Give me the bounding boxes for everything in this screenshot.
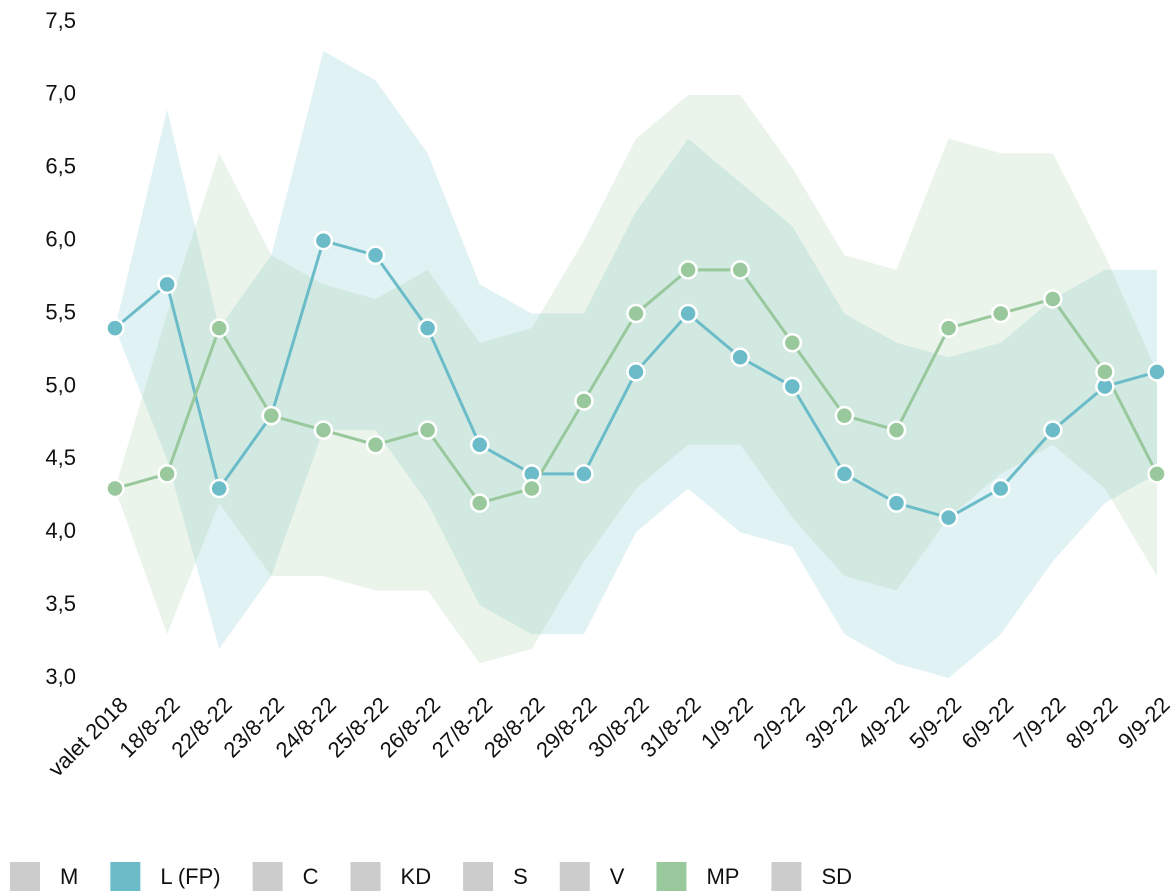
x-tick-label: 7/9-22 [1009,692,1071,754]
data-point [990,478,1011,499]
data-point [730,347,750,368]
data-point [157,464,177,484]
legend-label[interactable]: MP [706,864,739,889]
data-point [782,332,803,353]
data-point [209,478,229,499]
y-tick-label: 4,5 [45,445,76,470]
data-point [990,303,1011,324]
data-point [365,245,386,265]
data-point [1147,362,1167,382]
data-point [522,478,542,499]
legend-label[interactable]: C [303,864,319,889]
data-point [313,230,334,251]
data-point [938,318,959,338]
x-tick-label: valet 2018 [43,692,132,781]
legend-swatch[interactable] [252,862,283,891]
legend-swatch[interactable] [463,862,494,891]
y-tick-label: 4,0 [45,518,76,543]
y-tick-label: 6,5 [45,154,76,179]
y-tick-label: 6,0 [45,226,76,251]
data-point [105,478,125,499]
data-point [834,464,855,484]
x-tick-label: 1/9-22 [696,692,758,754]
data-point [678,260,698,280]
legend-label[interactable]: SD [821,864,852,889]
data-point [626,303,646,324]
data-point [834,405,855,426]
data-point [574,464,594,484]
data-point [938,507,959,528]
legend-swatch[interactable] [110,862,141,891]
data-point [365,435,386,455]
data-point [678,303,698,324]
data-point [417,420,438,440]
legend-swatch[interactable] [656,862,687,891]
data-point [1043,289,1063,309]
data-point [782,376,803,397]
legend-swatch[interactable] [350,862,381,891]
data-point [313,420,334,440]
data-point [209,318,229,338]
x-tick-label: 8/9-22 [1061,692,1123,754]
legend-label[interactable]: M [60,864,78,889]
data-point [1043,420,1063,440]
legend-label[interactable]: V [610,864,625,889]
y-tick-label: 5,5 [45,299,76,324]
data-point [886,493,907,513]
data-point [730,260,750,280]
legend-swatch[interactable] [771,862,802,891]
data-point [1095,362,1115,382]
y-tick-label: 5,0 [45,372,76,397]
data-point [157,274,177,295]
data-point [417,318,438,338]
data-point [105,318,125,338]
x-tick-label: 4/9-22 [852,692,914,754]
y-tick-label: 3,5 [45,591,76,616]
x-tick-label: 2/9-22 [748,692,810,754]
legend-label[interactable]: L (FP) [160,864,220,889]
legend-swatch[interactable] [559,862,590,891]
data-point [1147,464,1167,484]
data-point [469,493,490,513]
legend-label[interactable]: S [513,864,528,889]
data-point [886,420,907,440]
data-point [574,391,594,411]
x-tick-label: 6/9-22 [957,692,1019,754]
y-tick-label: 7,0 [45,81,76,106]
data-point [469,435,490,455]
legend-label[interactable]: KD [401,864,432,889]
y-tick-label: 7,5 [45,8,76,33]
data-point [261,405,282,426]
x-tick-label: 9/9-22 [1113,692,1173,754]
x-tick-label: 3/9-22 [800,692,862,754]
x-tick-label: 5/9-22 [904,692,966,754]
data-point [626,362,646,382]
legend-swatch[interactable] [10,862,40,891]
y-tick-label: 3,0 [45,664,76,689]
